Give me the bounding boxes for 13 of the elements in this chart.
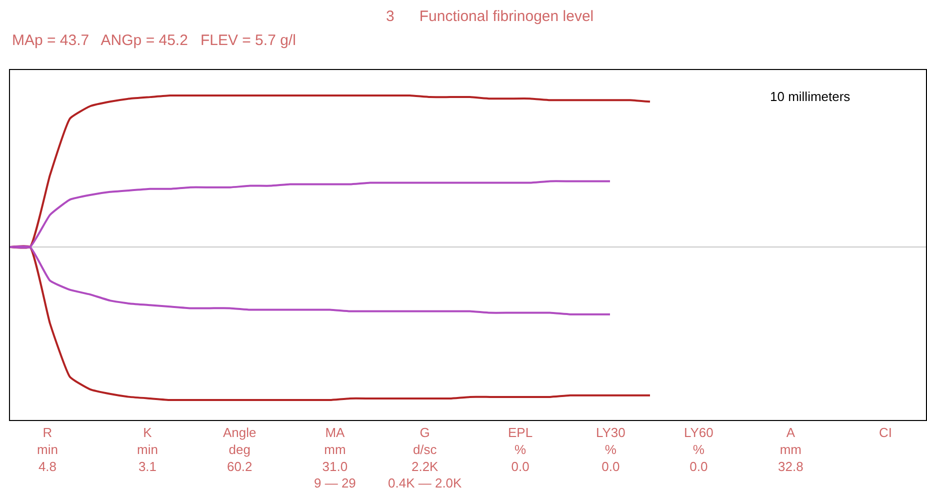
text: A mm 32.8 xyxy=(778,425,804,474)
text: MA mm 31.0 9 — 29 xyxy=(314,425,356,491)
text: LY30 % 0.0 xyxy=(596,425,626,474)
text: Angle deg 60.2 xyxy=(223,425,256,474)
text: G d/sc 2.2K 0.4K — 2.0K xyxy=(388,425,462,491)
text: CI xyxy=(879,425,892,440)
text: 10 millimeters xyxy=(770,89,851,104)
text: EPL % 0.0 xyxy=(508,425,533,474)
text: R min 4.8 xyxy=(37,425,58,474)
chart-subtitle: MAp = 43.7 ANGp = 45.2 FLEV = 5.7 g/l xyxy=(12,32,296,49)
text: K min 3.1 xyxy=(137,425,158,474)
chart-title: 3 Functional fibrinogen level xyxy=(386,8,594,25)
text: LY60 % 0.0 xyxy=(684,425,714,474)
